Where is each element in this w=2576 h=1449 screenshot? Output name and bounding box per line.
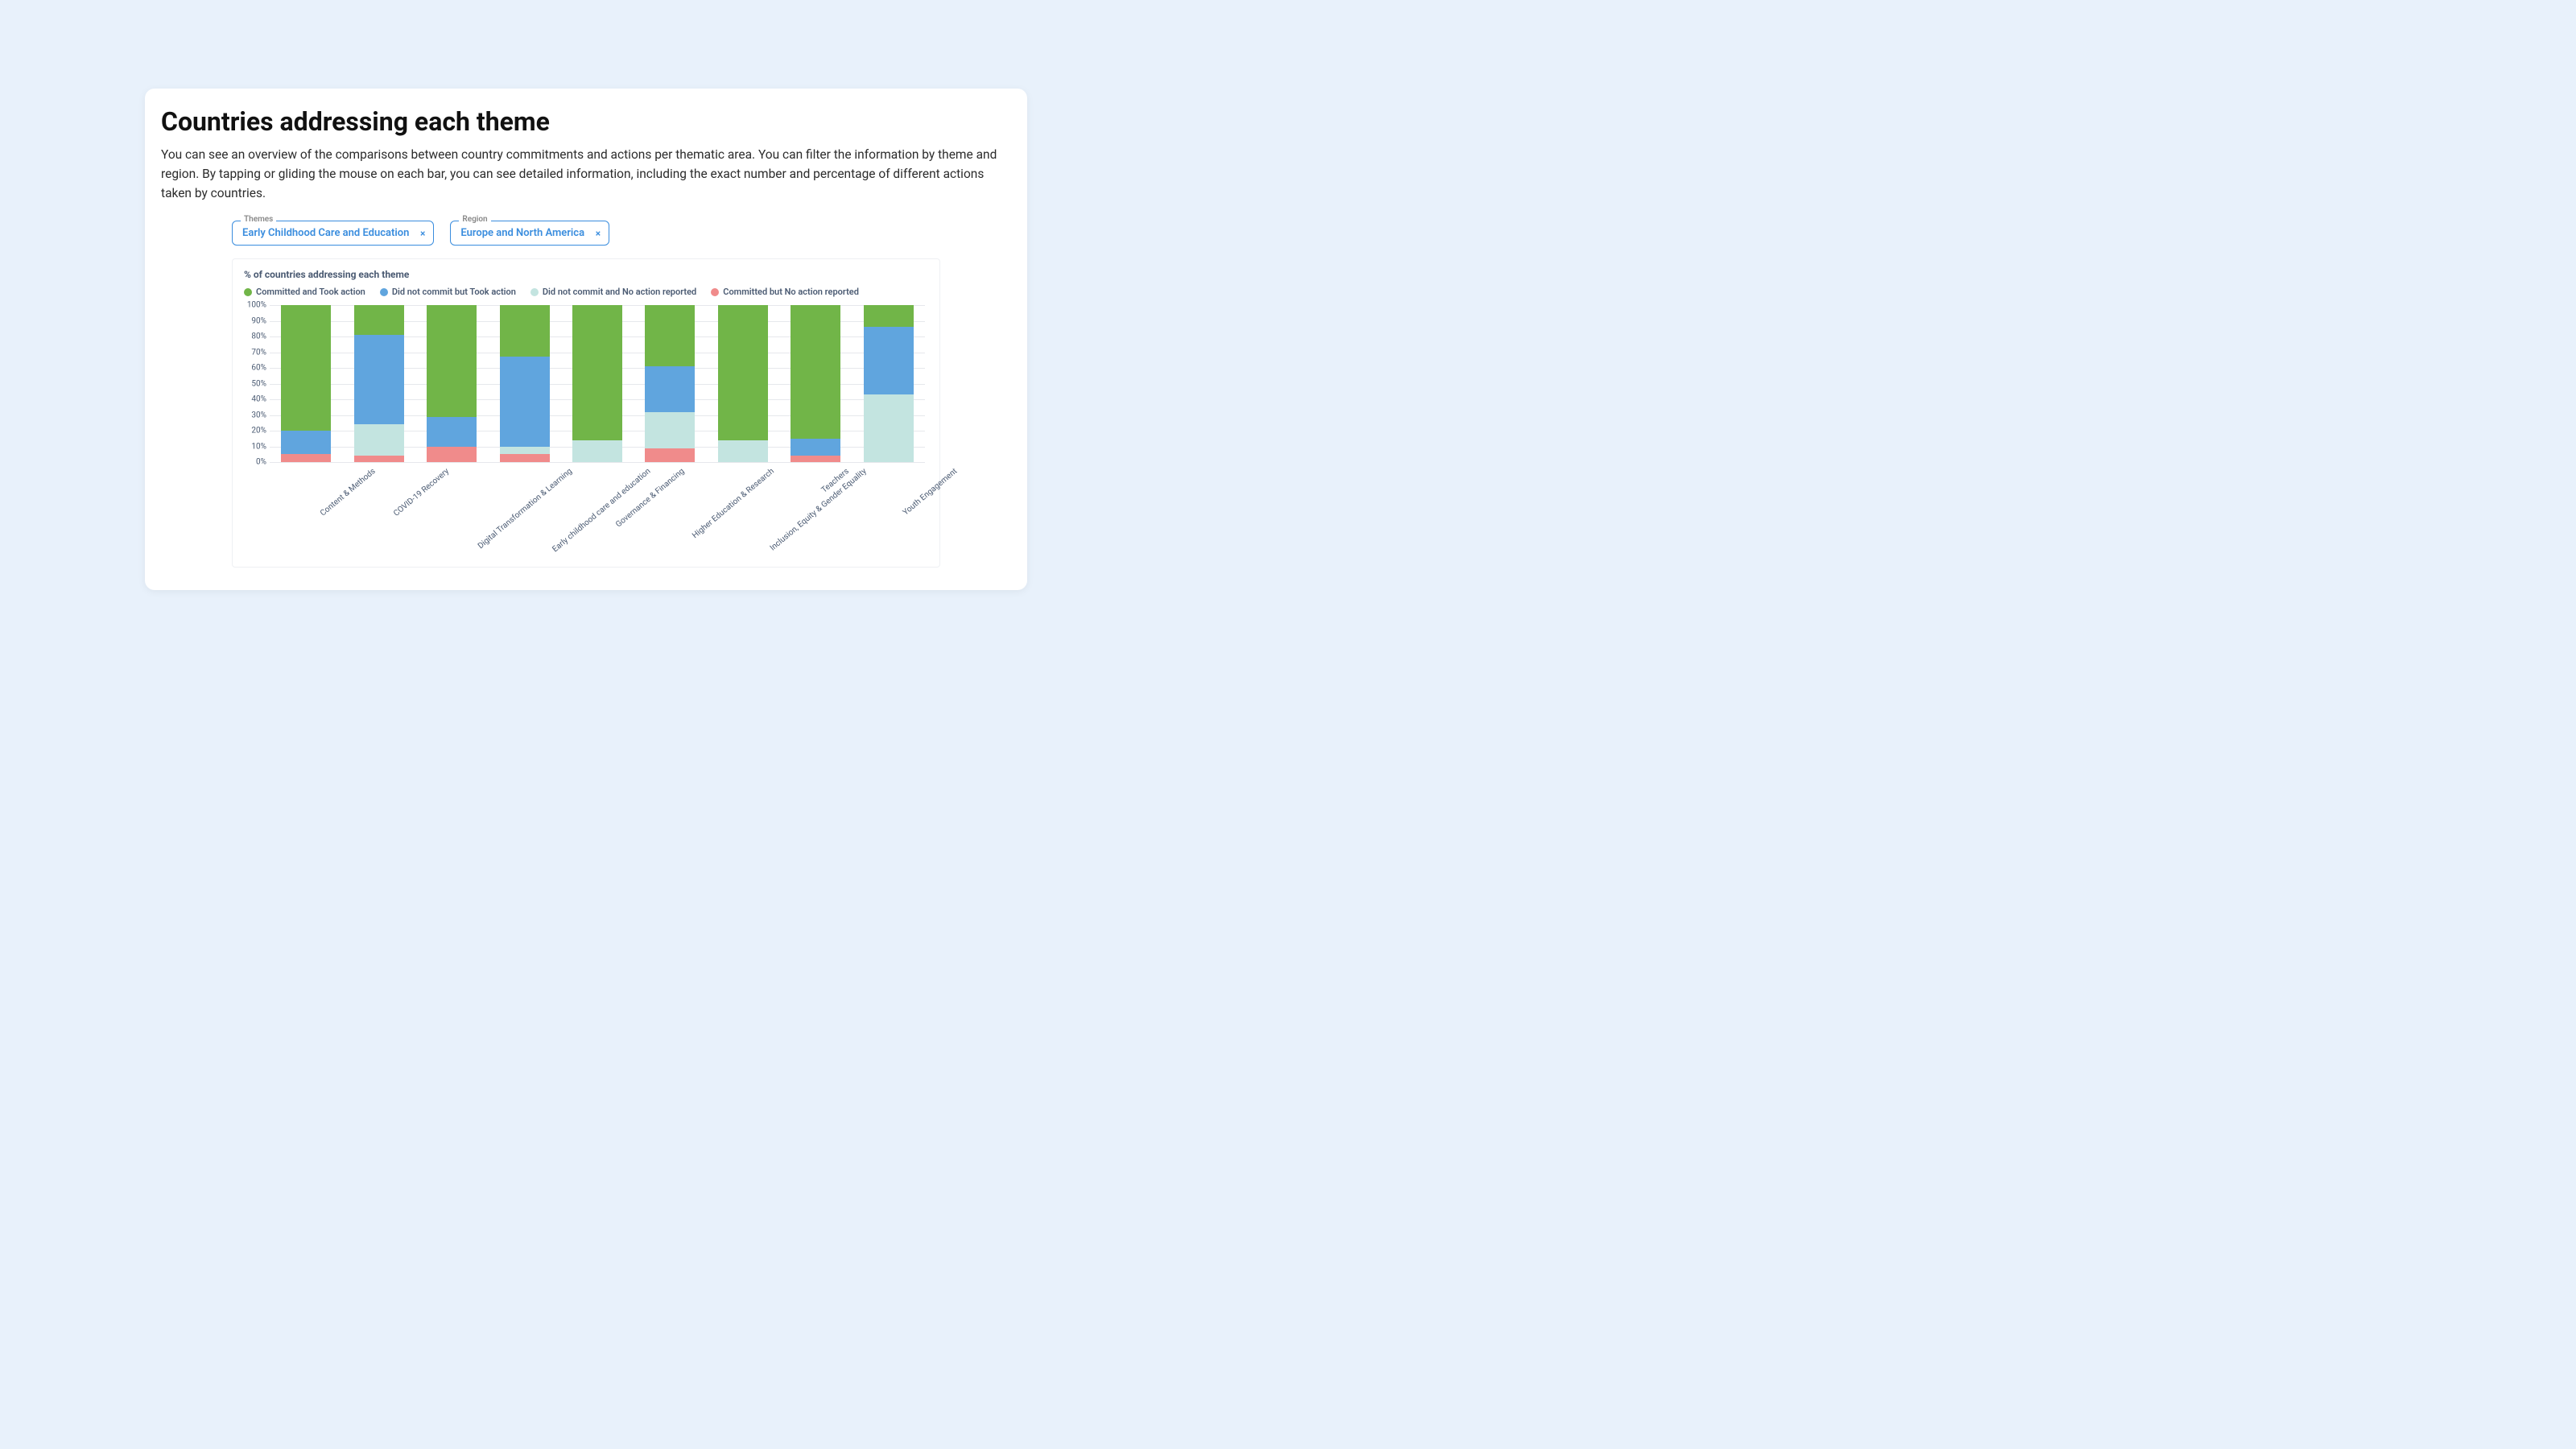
ytick-label: 50% [242,379,266,388]
chart-bars [270,305,925,462]
bar-column[interactable] [354,305,404,462]
bar-column[interactable] [572,305,622,462]
bar-segment[interactable] [864,327,914,394]
bar-segment[interactable] [427,447,477,463]
bar-segment[interactable] [500,454,550,462]
page-description: You can see an overview of the compariso… [161,145,1011,203]
page-title: Countries addressing each theme [161,106,1011,137]
legend-item[interactable]: Committed but No action reported [711,287,859,297]
bar-segment[interactable] [718,305,768,440]
xtick-label: Content & Methods [319,467,378,518]
ytick-label: 100% [242,301,266,310]
chart-card: Countries addressing each theme You can … [145,89,1027,590]
legend-label: Committed but No action reported [723,287,859,297]
bar-column[interactable] [281,305,331,462]
bar-segment[interactable] [572,440,622,462]
bar-segment[interactable] [500,357,550,446]
bar-segment[interactable] [864,305,914,327]
legend-label: Committed and Took action [256,287,365,297]
legend-swatch [711,288,719,296]
xtick-label: Higher Education & Research [691,467,777,540]
legend-label: Did not commit and No action reported [543,287,696,297]
bar-segment[interactable] [500,447,550,455]
xtick-label: Youth Engagement [901,467,959,518]
chart-plot: 0%10%20%30%40%50%60%70%80%90%100% [270,305,925,462]
bar-segment[interactable] [645,412,695,448]
bar-column[interactable] [791,305,840,462]
ytick-label: 70% [242,348,266,357]
xtick-label: COVID-19 Recovery [392,467,451,518]
chart-title: % of countries addressing each theme [244,269,928,280]
filter-region-value: Europe and North America [460,227,584,239]
filter-themes-value: Early Childhood Care and Education [242,227,409,239]
legend-item[interactable]: Did not commit but Took action [380,287,516,297]
bar-column[interactable] [864,305,914,462]
chart-container: % of countries addressing each theme Com… [232,258,940,568]
ytick-label: 10% [242,442,266,451]
bar-segment[interactable] [645,366,695,412]
bar-segment[interactable] [500,305,550,357]
legend-swatch [244,288,252,296]
ytick-label: 90% [242,316,266,325]
bar-segment[interactable] [281,454,331,462]
bar-segment[interactable] [354,456,404,462]
ytick-label: 0% [242,458,266,467]
bar-segment[interactable] [427,417,477,447]
ytick-label: 20% [242,427,266,436]
filter-region-label: Region [459,215,490,224]
bar-segment[interactable] [427,305,477,416]
legend-item[interactable]: Did not commit and No action reported [530,287,696,297]
legend-swatch [530,288,539,296]
bar-segment[interactable] [572,305,622,440]
legend-label: Did not commit but Took action [392,287,516,297]
bar-segment[interactable] [645,448,695,463]
ytick-label: 60% [242,364,266,373]
legend-item[interactable]: Committed and Took action [244,287,365,297]
filter-row: Themes Early Childhood Care and Educatio… [232,221,1011,246]
bar-segment[interactable] [281,431,331,454]
chart-xlabels: Content & Methods COVID-19 Recovery Digita… [270,462,925,559]
filter-themes[interactable]: Themes Early Childhood Care and Educatio… [232,221,434,246]
filter-themes-label: Themes [241,215,276,224]
bar-segment[interactable] [354,335,404,424]
ytick-label: 30% [242,411,266,419]
xtick-label: Digital Transformation & Learning [477,467,574,551]
bar-segment[interactable] [718,440,768,462]
legend-swatch [380,288,388,296]
bar-column[interactable] [718,305,768,462]
ytick-label: 40% [242,395,266,404]
bar-segment[interactable] [354,305,404,335]
bar-segment[interactable] [281,305,331,431]
xtick-label: Governance & Financing [614,467,686,529]
close-icon[interactable]: × [420,228,425,239]
close-icon[interactable]: × [596,228,601,239]
bar-segment[interactable] [354,424,404,456]
bar-segment[interactable] [645,305,695,366]
bar-segment[interactable] [791,439,840,456]
filter-region[interactable]: Region Europe and North America × [450,221,609,246]
bar-segment[interactable] [791,456,840,462]
bar-column[interactable] [645,305,695,462]
xtick-label: Inclusion, Equity & Gender Equality [769,467,869,553]
bar-column[interactable] [427,305,477,462]
bar-segment[interactable] [791,305,840,439]
bar-column[interactable] [500,305,550,462]
ytick-label: 80% [242,332,266,341]
chart-legend: Committed and Took action Did not commit … [244,287,928,297]
bar-segment[interactable] [864,394,914,462]
